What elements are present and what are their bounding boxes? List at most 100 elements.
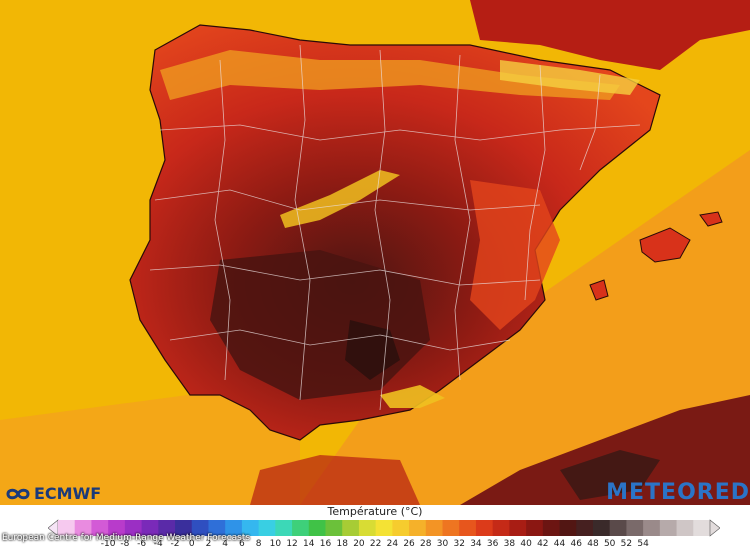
legend-tick-label: 32 (453, 539, 465, 549)
ibiza-island (589, 279, 609, 301)
ecmwf-logo: ECMWF (6, 484, 101, 503)
atlas-hot-area (560, 450, 660, 500)
legend-color-swatch (74, 520, 92, 536)
legend-color-bar (48, 519, 720, 537)
legend-color-swatch (559, 520, 577, 536)
legend-color-swatch (592, 520, 611, 536)
legend-tick-label: 22 (369, 539, 382, 549)
central-system-cooler-streak (280, 170, 400, 228)
legend-tick-label: 44 (553, 539, 566, 549)
legend-color-swatch (191, 520, 209, 536)
legend-color-swatch (509, 520, 527, 536)
legend-color-swatch (643, 520, 661, 536)
legend-color-swatch (124, 520, 142, 536)
legend-color-swatch (342, 520, 360, 536)
legend-tick-label: 36 (486, 539, 499, 549)
temperature-map: ECMWF METEORED (0, 0, 750, 505)
legend-color-swatch (659, 520, 677, 536)
legend-tick-label: 34 (470, 539, 482, 549)
legend-color-swatch (292, 520, 310, 536)
legend-tick-label: -2 (170, 539, 180, 549)
legend-tick-label: 24 (386, 539, 399, 549)
legend-color-swatch (175, 520, 193, 536)
legend-tick-label: -8 (120, 539, 130, 549)
meteored-logo: METEORED (606, 480, 750, 505)
legend-color-swatch (425, 520, 443, 536)
legend-tick-label: 6 (239, 539, 245, 549)
legend-max-arrow (709, 519, 720, 537)
legend-color-swatch (325, 520, 343, 536)
sierra-nevada-cooler (380, 385, 445, 408)
legend-color-swatch (58, 520, 76, 536)
legend-tick-label: 16 (319, 539, 332, 549)
legend-color-swatch (542, 520, 560, 536)
pyrenees-cooler-area (500, 60, 640, 95)
legend-tick-label: 30 (436, 539, 449, 549)
legend-color-swatch (492, 520, 510, 536)
legend-color-swatch (358, 520, 377, 536)
ecmwf-logo-icon (6, 488, 30, 499)
legend-color-swatch (158, 520, 176, 536)
north-africa-landmass (460, 395, 750, 505)
legend-tick-label: 28 (420, 539, 432, 549)
eastern-coast-band (470, 180, 560, 330)
menorca-island (699, 211, 723, 227)
legend-color-swatch (693, 520, 711, 536)
andalusia-hottest-spot (345, 320, 400, 380)
legend-color-swatch (576, 520, 594, 536)
france-landmass (470, 0, 750, 70)
legend-color-swatch (609, 520, 627, 536)
legend-color-swatch (258, 520, 276, 536)
legend-color-swatch (392, 520, 410, 536)
province-borders (149, 44, 641, 411)
legend-tick-label: 18 (336, 539, 348, 549)
legend-tick-label: 12 (286, 539, 298, 549)
legend-color-swatch (409, 520, 427, 536)
legend-tick-label: 50 (603, 539, 616, 549)
legend-tick-label: 48 (587, 539, 599, 549)
legend-tick-label: 14 (303, 539, 315, 549)
legend-tick-label: 2 (205, 539, 212, 549)
legend-tick-label: -6 (137, 539, 147, 549)
legend-tick-label: 8 (255, 539, 262, 549)
legend-color-swatch (442, 520, 460, 536)
legend-color-swatch (208, 520, 226, 536)
legend-tick-label: 0 (188, 539, 195, 549)
legend-tick-label: -4 (153, 539, 163, 549)
mediterranean-sea (300, 150, 750, 505)
legend-color-swatch (91, 520, 109, 536)
legend-tick-label: 38 (503, 539, 516, 549)
legend-tick-label: 52 (620, 539, 633, 549)
legend-tick-label: 26 (403, 539, 415, 549)
legend-color-swatch (626, 520, 644, 536)
legend-color-swatch (475, 520, 494, 536)
legend-color-swatch (526, 520, 544, 536)
legend-tick-label: 46 (570, 539, 582, 549)
legend-tick-label: 20 (353, 539, 365, 549)
legend-tick-label: 4 (222, 539, 229, 549)
legend-tick-label: 10 (269, 539, 282, 549)
northern-morocco-landmass (250, 455, 420, 505)
legend-color-swatch (459, 520, 477, 536)
legend-tick-label: 40 (520, 539, 532, 549)
legend-color-swatch (141, 520, 159, 536)
mallorca-island (639, 227, 691, 263)
legend-color-swatch (676, 520, 694, 536)
cantabrian-highlands (160, 50, 620, 100)
temperature-legend: Température (°C) -10 -8 -6 -4 -2 0 2 4 6 8 10 12 14 1… (0, 505, 750, 552)
map-canvas (0, 0, 750, 505)
legend-color-swatch (375, 520, 393, 536)
legend-color-swatch (241, 520, 260, 536)
source-credit: European Centre for Medium-Range Weather… (2, 533, 251, 543)
legend-title: Température (°C) (327, 505, 423, 518)
legend-tick-label: -10 (100, 539, 116, 549)
legend-color-swatch (225, 520, 243, 536)
legend-color-swatch (108, 520, 126, 536)
legend-color-swatch (275, 520, 293, 536)
gulf-of-cadiz-sea (0, 380, 300, 505)
legend-tick-label: 54 (637, 539, 649, 549)
legend-tick-labels: -10 -8 -6 -4 -2 0 2 4 6 8 10 12 14 16 18 20 22 24 26 28 30 32… (0, 539, 750, 552)
ecmwf-logo-text: ECMWF (34, 484, 102, 503)
legend-color-swatch (308, 520, 326, 536)
legend-tick-label: 42 (537, 539, 549, 549)
